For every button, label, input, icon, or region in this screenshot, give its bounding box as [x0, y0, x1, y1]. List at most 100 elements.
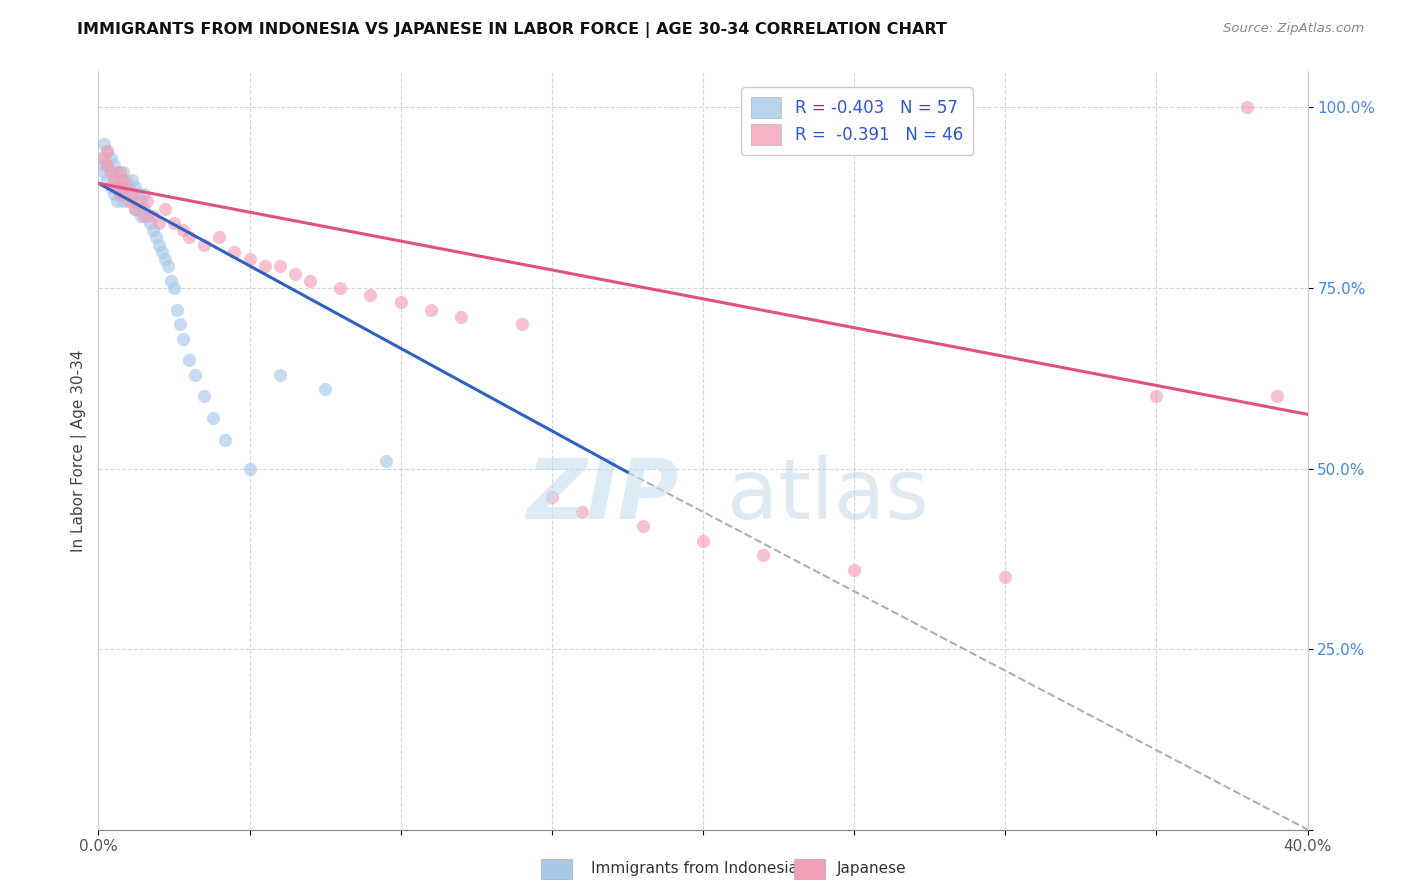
Point	[118, 194, 141, 209]
Point	[124, 202, 146, 216]
Point	[172, 332, 194, 346]
Point	[105, 165, 128, 179]
Point	[389, 295, 412, 310]
Point	[118, 180, 141, 194]
Point	[114, 187, 136, 202]
Point	[360, 288, 382, 302]
Point	[172, 223, 194, 237]
Point	[135, 209, 157, 223]
Point	[150, 244, 173, 259]
Point	[160, 274, 183, 288]
Point	[142, 223, 165, 237]
Point	[96, 158, 118, 172]
Point	[111, 180, 134, 194]
Point	[148, 237, 170, 252]
Point	[184, 368, 207, 382]
Point	[166, 302, 188, 317]
Point	[844, 563, 866, 577]
Point	[193, 389, 215, 403]
Text: ZIP: ZIP	[526, 456, 679, 536]
Point	[108, 172, 131, 186]
Point	[214, 433, 236, 447]
Point	[93, 158, 115, 172]
Point	[121, 187, 143, 202]
Point	[631, 519, 654, 533]
Point	[193, 237, 215, 252]
Point	[105, 180, 128, 194]
Point	[314, 382, 336, 396]
Point	[139, 216, 162, 230]
Point	[121, 172, 143, 186]
Point	[571, 505, 593, 519]
Text: Japanese: Japanese	[837, 861, 907, 876]
Point	[124, 180, 146, 194]
Point	[169, 317, 191, 331]
Point	[142, 209, 165, 223]
Point	[132, 209, 155, 223]
Point	[148, 216, 170, 230]
Point	[269, 368, 291, 382]
Point	[179, 230, 201, 244]
Point	[100, 151, 122, 165]
Point	[100, 180, 122, 194]
Point	[100, 165, 122, 179]
Point	[208, 230, 231, 244]
Point	[93, 165, 115, 179]
Point	[96, 158, 118, 172]
Point	[129, 194, 152, 209]
Point	[752, 548, 775, 562]
Point	[135, 194, 157, 209]
Point	[202, 411, 225, 425]
Point	[114, 180, 136, 194]
Point	[96, 172, 118, 186]
Point	[299, 274, 322, 288]
Point	[111, 165, 134, 179]
Point	[90, 151, 112, 165]
Point	[239, 252, 262, 266]
Point	[96, 144, 118, 158]
Point	[145, 230, 167, 244]
Point	[127, 187, 149, 202]
Point	[132, 187, 155, 202]
Point	[153, 252, 176, 266]
Point	[156, 260, 179, 274]
Point	[111, 194, 134, 209]
Point	[1144, 389, 1167, 403]
Point	[93, 136, 115, 151]
Point	[111, 172, 134, 186]
Point	[284, 267, 307, 281]
Point	[108, 165, 131, 179]
Point	[179, 353, 201, 368]
Point	[132, 202, 155, 216]
Point	[129, 209, 152, 223]
Point	[420, 302, 443, 317]
Text: Immigrants from Indonesia: Immigrants from Indonesia	[591, 861, 797, 876]
Point	[163, 281, 186, 295]
Point	[224, 244, 246, 259]
Point	[540, 491, 562, 505]
Point	[105, 180, 128, 194]
Point	[127, 202, 149, 216]
Point	[239, 461, 262, 475]
Point	[96, 144, 118, 158]
Point	[692, 533, 714, 548]
Point	[374, 454, 396, 468]
Point	[127, 194, 149, 209]
Point	[103, 187, 125, 202]
Point	[108, 187, 131, 202]
Point	[153, 202, 176, 216]
Text: atlas: atlas	[727, 456, 929, 536]
Legend: R = -0.403   N = 57, R =  -0.391   N = 46: R = -0.403 N = 57, R = -0.391 N = 46	[741, 87, 973, 154]
Point	[108, 187, 131, 202]
Text: Source: ZipAtlas.com: Source: ZipAtlas.com	[1223, 22, 1364, 36]
Point	[124, 202, 146, 216]
Point	[163, 216, 186, 230]
Point	[269, 260, 291, 274]
Point	[510, 317, 533, 331]
Y-axis label: In Labor Force | Age 30-34: In Labor Force | Age 30-34	[72, 349, 87, 552]
Point	[105, 194, 128, 209]
Point	[103, 172, 125, 186]
Point	[114, 172, 136, 186]
Point	[994, 570, 1017, 584]
Point	[1267, 389, 1289, 403]
